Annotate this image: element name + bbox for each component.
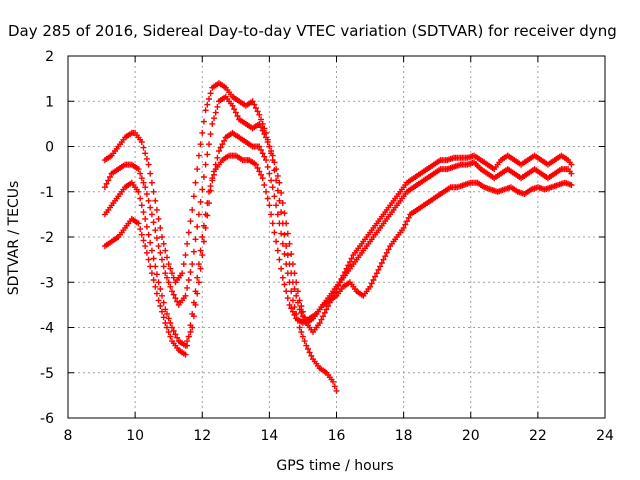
x-tick-label: 12 — [193, 428, 211, 444]
x-tick-label: 24 — [596, 428, 614, 444]
chart-title: Day 285 of 2016, Sidereal Day-to-day VTE… — [8, 22, 617, 40]
y-tick-label: -5 — [40, 366, 54, 382]
series-markers — [101, 129, 340, 394]
series-markers — [101, 93, 575, 335]
y-tick-label: 0 — [45, 140, 54, 156]
x-axis-label: GPS time / hours — [276, 458, 393, 474]
x-axis-ticks: 8 10 12 14 16 18 20 22 24 — [64, 56, 614, 444]
x-tick-label: 8 — [64, 428, 73, 444]
series-arc-4 — [101, 152, 575, 358]
x-tick-label: 16 — [328, 428, 346, 444]
x-tick-label: 14 — [260, 428, 278, 444]
data-marks — [101, 80, 575, 394]
y-axis-ticks: -6 -5 -4 -3 -2 -1 0 1 2 — [40, 49, 605, 427]
y-tick-label: -1 — [40, 185, 54, 201]
y-tick-label: 2 — [45, 49, 54, 65]
y-axis-label: SDTVAR / TECUs — [6, 181, 22, 296]
y-tick-label: -2 — [40, 230, 54, 246]
y-tick-label: -6 — [40, 411, 54, 427]
grid-lines — [68, 56, 605, 418]
series-arc-2 — [101, 93, 575, 335]
x-tick-label: 20 — [462, 428, 480, 444]
x-tick-label: 10 — [126, 428, 144, 444]
series-arc-3 — [101, 129, 340, 394]
y-tick-label: 1 — [45, 94, 54, 110]
y-tick-label: -3 — [40, 275, 54, 291]
series-markers — [101, 152, 575, 358]
y-tick-label: -4 — [40, 321, 54, 337]
x-tick-label: 18 — [395, 428, 413, 444]
x-tick-label: 22 — [529, 428, 547, 444]
